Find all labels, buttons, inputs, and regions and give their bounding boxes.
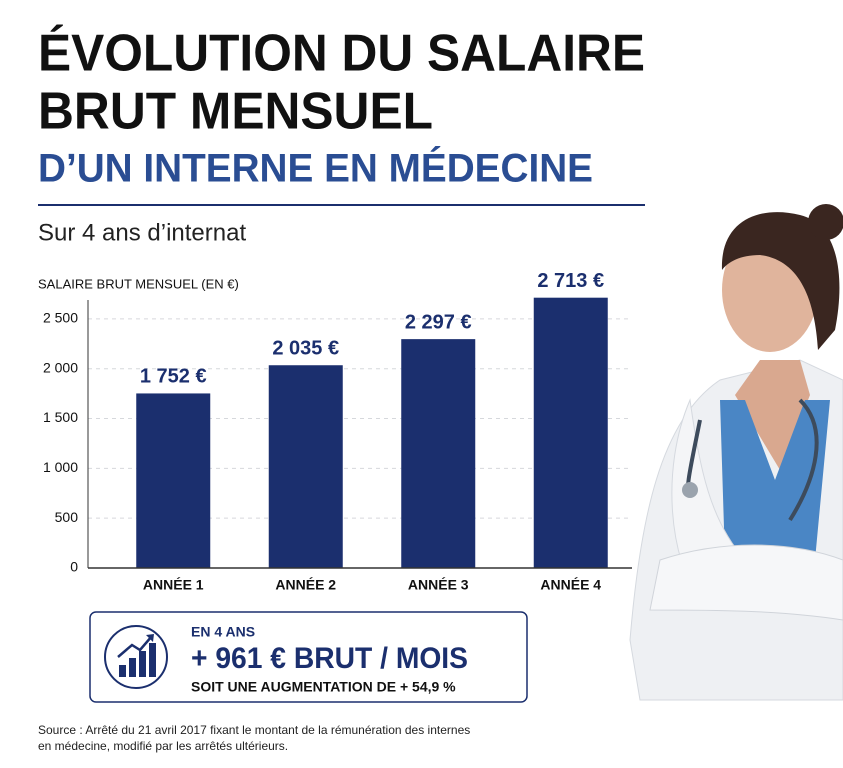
subtitle: Sur 4 ans d’internat [38, 219, 246, 246]
title-accent: D’UN INTERNE EN MÉDECINE [38, 146, 593, 191]
source-line: Source : Arrêté du 21 avril 2017 fixant … [38, 723, 470, 737]
y-tick-label: 0 [70, 559, 78, 575]
growth-icon [104, 625, 168, 689]
x-tick-label: ANNÉE 2 [275, 577, 336, 593]
x-tick-label: ANNÉE 4 [540, 577, 601, 593]
title-line: ÉVOLUTION DU SALAIRE [38, 25, 645, 83]
y-tick-label: 500 [55, 509, 79, 525]
source-line: en médecine, modifié par les arrêtés ult… [38, 739, 288, 753]
summary-box [89, 611, 528, 703]
value-label: 2 297 € [405, 311, 472, 333]
value-label: 2 035 € [272, 338, 339, 360]
y-tick-label: 2 000 [43, 359, 78, 375]
summary-headline: + 961 € BRUT / MOIS [191, 642, 468, 675]
y-tick-label: 1 500 [43, 409, 78, 425]
x-tick-label: ANNÉE 3 [408, 577, 469, 593]
summary-detail: SOIT UNE AUGMENTATION DE + 54,9 % [191, 679, 456, 695]
value-label: 1 752 € [140, 366, 207, 388]
y-axis-label: SALAIRE BRUT MENSUEL (EN €) [38, 276, 239, 291]
y-tick-label: 1 000 [43, 459, 78, 475]
summary-kicker: EN 4 ANS [191, 624, 255, 640]
title-line: BRUT MENSUEL [38, 83, 433, 141]
doctor-illustration [629, 204, 843, 701]
bar [268, 365, 343, 568]
y-tick-label: 2 500 [43, 310, 78, 326]
value-label: 2 713 € [537, 270, 604, 292]
bar [136, 393, 211, 568]
bar [401, 339, 476, 568]
x-tick-label: ANNÉE 1 [143, 577, 204, 593]
bar [533, 297, 608, 568]
plot: 0 500 1 000 1 500 2 000 2 500 ANNÉE 1 1 752 € AN… [43, 270, 632, 593]
